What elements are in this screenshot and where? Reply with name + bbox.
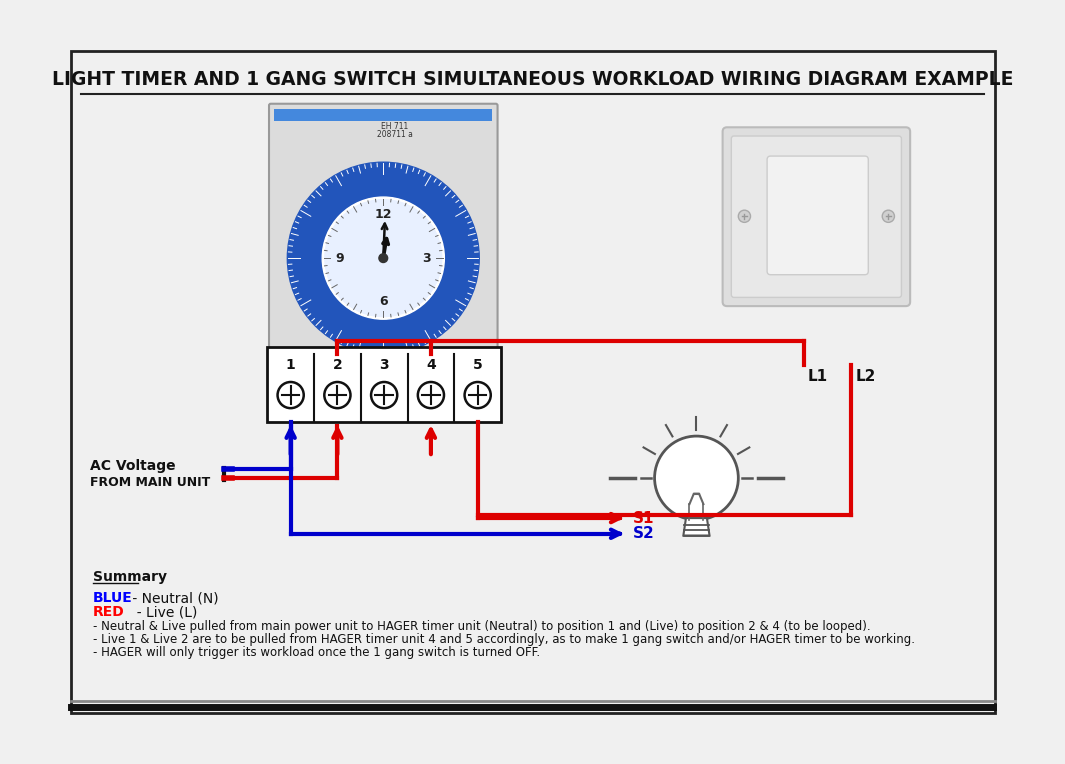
Text: 6: 6 [379, 295, 388, 308]
Circle shape [379, 254, 388, 263]
Text: 2: 2 [332, 358, 342, 372]
Text: - Live (L): - Live (L) [128, 605, 197, 620]
Circle shape [464, 382, 491, 408]
Text: 4: 4 [426, 358, 436, 372]
Text: 3: 3 [423, 251, 431, 264]
Text: L2: L2 [855, 369, 875, 384]
Text: hager: hager [380, 111, 409, 121]
Text: S1: S1 [633, 510, 654, 526]
Circle shape [655, 436, 738, 520]
Circle shape [417, 382, 444, 408]
Text: 9: 9 [335, 251, 344, 264]
Text: 208711 a: 208711 a [377, 130, 412, 139]
Text: 12: 12 [375, 208, 392, 221]
Polygon shape [684, 518, 709, 536]
Text: L1: L1 [808, 369, 829, 384]
FancyBboxPatch shape [269, 104, 497, 350]
Circle shape [288, 162, 479, 354]
Text: AC Voltage: AC Voltage [91, 458, 176, 473]
Circle shape [323, 197, 444, 319]
Circle shape [738, 210, 751, 222]
Text: S2: S2 [633, 526, 655, 541]
Circle shape [325, 199, 442, 316]
FancyBboxPatch shape [723, 128, 911, 306]
Text: - HAGER will only trigger its workload once the 1 gang switch is turned OFF.: - HAGER will only trigger its workload o… [93, 646, 540, 659]
FancyBboxPatch shape [732, 136, 901, 297]
Text: EH 711: EH 711 [381, 122, 408, 131]
Text: LIGHT TIMER AND 1 GANG SWITCH SIMULTANEOUS WORKLOAD WIRING DIAGRAM EXAMPLE: LIGHT TIMER AND 1 GANG SWITCH SIMULTANEO… [52, 70, 1013, 89]
Text: Summary: Summary [93, 571, 167, 584]
Text: BLUE: BLUE [93, 591, 132, 605]
Text: - Neutral (N): - Neutral (N) [128, 591, 218, 605]
Bar [267, 347, 501, 422]
FancyBboxPatch shape [767, 156, 868, 275]
Bar [275, 109, 492, 121]
Text: - Live 1 & Live 2 are to be pulled from HAGER timer unit 4 and 5 accordingly, as: - Live 1 & Live 2 are to be pulled from … [93, 633, 915, 646]
Circle shape [325, 382, 350, 408]
Circle shape [882, 210, 895, 222]
Text: 1: 1 [285, 358, 295, 372]
Circle shape [371, 382, 397, 408]
Text: FROM MAIN UNIT: FROM MAIN UNIT [91, 476, 211, 489]
Text: 5: 5 [473, 358, 482, 372]
Text: 3: 3 [379, 358, 389, 372]
Text: - Neutral & Live pulled from main power unit to HAGER timer unit (Neutral) to po: - Neutral & Live pulled from main power … [93, 620, 870, 633]
Circle shape [278, 382, 304, 408]
Text: RED: RED [93, 605, 125, 620]
